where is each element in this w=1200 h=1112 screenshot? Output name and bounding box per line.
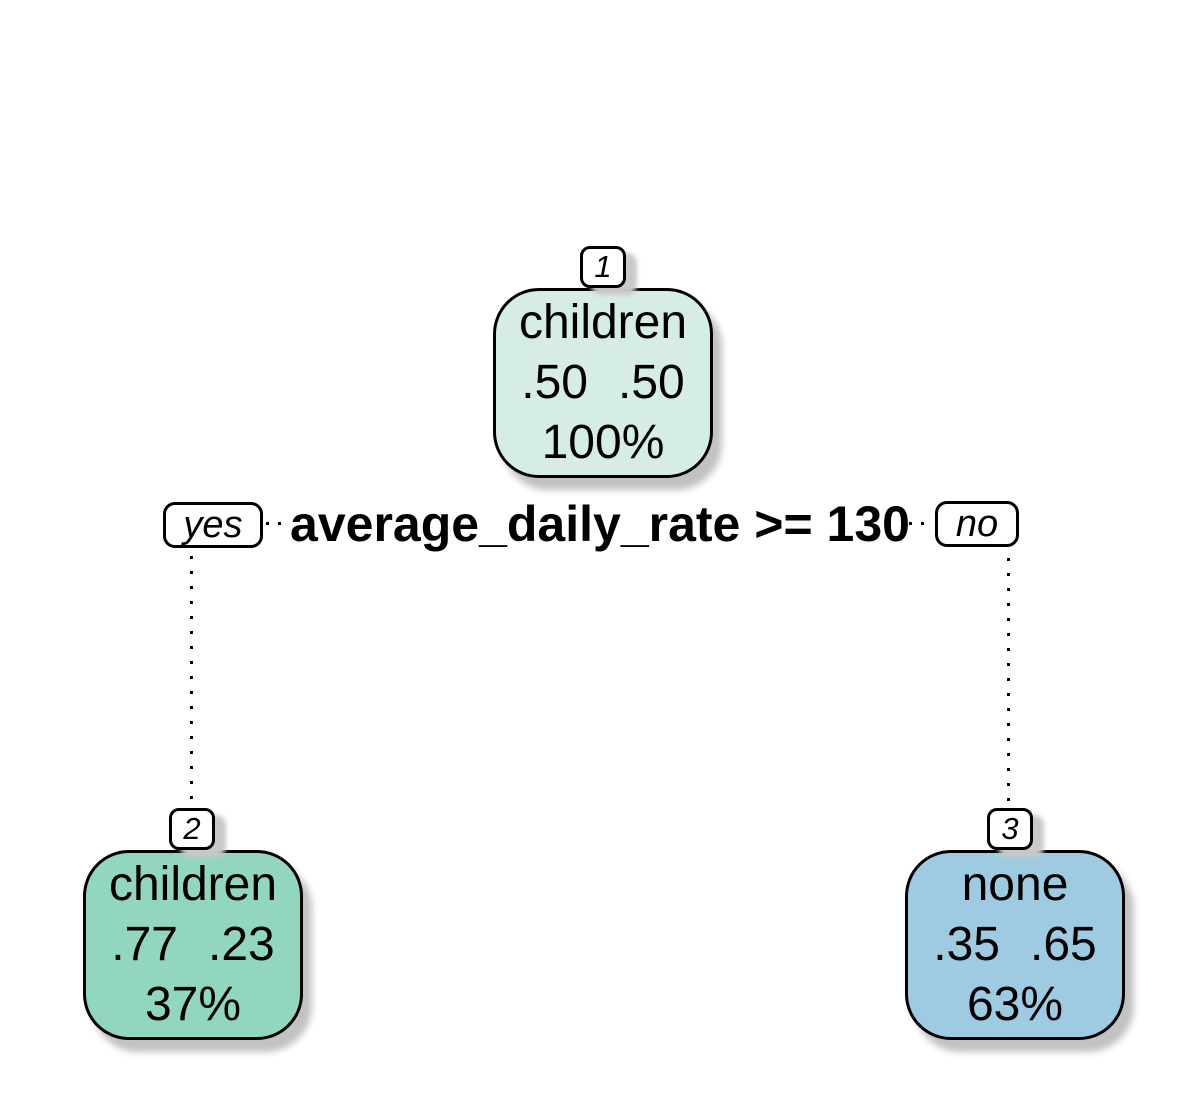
- probability-right: .65: [1030, 918, 1097, 971]
- node-coverage: 100%: [541, 416, 665, 469]
- probability-left: .77: [111, 918, 178, 971]
- no-branch-line: [1007, 558, 1010, 806]
- probability-left: .50: [521, 356, 588, 409]
- probability-right: .23: [208, 918, 275, 971]
- yes-child-node: children .77 .23 37%: [83, 850, 303, 1040]
- node-number: 3: [1001, 811, 1019, 846]
- yes-label-text: yes: [183, 503, 243, 546]
- split-condition: average_daily_rate >= 130: [290, 496, 910, 552]
- node-number: 1: [594, 249, 612, 284]
- node-probabilities: .35 .65: [933, 915, 1096, 975]
- node-probabilities: .77 .23: [111, 915, 274, 975]
- node-1-number-badge: 1: [580, 246, 626, 288]
- probability-right: .50: [618, 356, 685, 409]
- node-number: 2: [183, 811, 201, 846]
- dotted-connector-left: [266, 522, 290, 525]
- node-3-number-badge: 3: [987, 808, 1033, 850]
- node-class-label: children: [518, 296, 688, 349]
- node-coverage: 63%: [966, 978, 1064, 1031]
- probability-left: .35: [933, 918, 1000, 971]
- node-coverage: 37%: [144, 978, 242, 1031]
- node-class-label: none: [961, 858, 1069, 911]
- node-class-label: children: [108, 858, 278, 911]
- dotted-connector-right: [909, 522, 933, 525]
- root-node: children .50 .50 100%: [493, 288, 713, 478]
- yes-branch-label: yes: [163, 502, 263, 548]
- no-child-node: none .35 .65 63%: [905, 850, 1125, 1040]
- no-label-text: no: [955, 502, 999, 545]
- yes-branch-line: [190, 556, 193, 806]
- no-branch-label: no: [935, 501, 1019, 547]
- node-probabilities: .50 .50: [521, 353, 684, 413]
- node-2-number-badge: 2: [169, 808, 215, 850]
